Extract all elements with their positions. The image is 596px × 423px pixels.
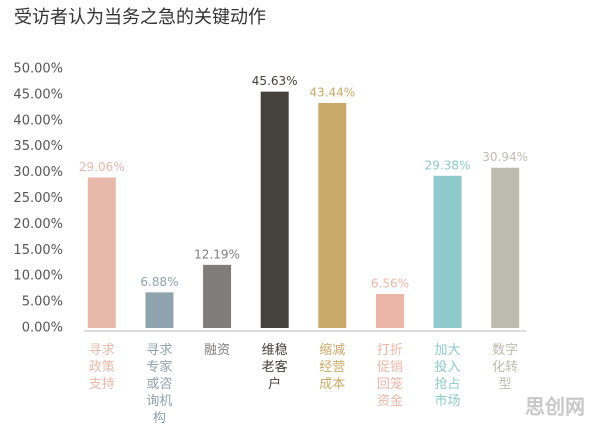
y-tick-label: 35.00%	[13, 139, 63, 154]
value-label: 6.56%	[371, 277, 409, 291]
value-label: 6.88%	[140, 275, 178, 289]
x-tick-label: 寻求政策支持	[89, 343, 115, 392]
y-tick-label: 20.00%	[13, 217, 63, 232]
chart-title: 受访者认为当务之急的关键动作	[14, 7, 266, 28]
x-tick-label: 融资	[204, 343, 230, 358]
x-tick-label: 打折促销回笼资金	[377, 343, 403, 409]
y-tick-label: 50.00%	[13, 62, 63, 77]
y-tick-label: 30.00%	[13, 165, 63, 180]
y-tick-label: 45.00%	[13, 87, 63, 102]
bar	[203, 264, 232, 328]
x-tick-label: 寻求专家或咨询机构	[146, 343, 172, 423]
x-tick-label: 数字化转型	[492, 343, 518, 392]
bar	[433, 175, 462, 328]
watermark: 思创网	[525, 395, 585, 419]
y-tick-label: 10.00%	[13, 269, 63, 284]
value-label: 29.06%	[79, 160, 125, 174]
value-label: 12.19%	[194, 247, 240, 261]
bar	[260, 91, 289, 328]
bar	[87, 177, 116, 328]
x-tick-label: 缩减经营成本	[319, 342, 345, 392]
y-tick-label: 15.00%	[13, 243, 63, 258]
value-label: 43.44%	[309, 85, 355, 99]
value-label: 45.63%	[252, 74, 298, 88]
bar	[491, 167, 520, 328]
y-tick-label: 40.00%	[13, 113, 63, 128]
y-tick-label: 0.00%	[22, 321, 63, 336]
bar	[375, 294, 404, 328]
y-tick-label: 5.00%	[22, 295, 63, 310]
x-tick-label: 维稳老客户	[262, 342, 288, 392]
bar	[145, 292, 174, 328]
y-tick-label: 25.00%	[13, 191, 63, 206]
bar	[318, 102, 347, 328]
value-label: 30.94%	[482, 150, 528, 164]
x-tick-label: 加大投入抢占市场	[435, 343, 461, 409]
value-label: 29.38%	[425, 158, 471, 172]
